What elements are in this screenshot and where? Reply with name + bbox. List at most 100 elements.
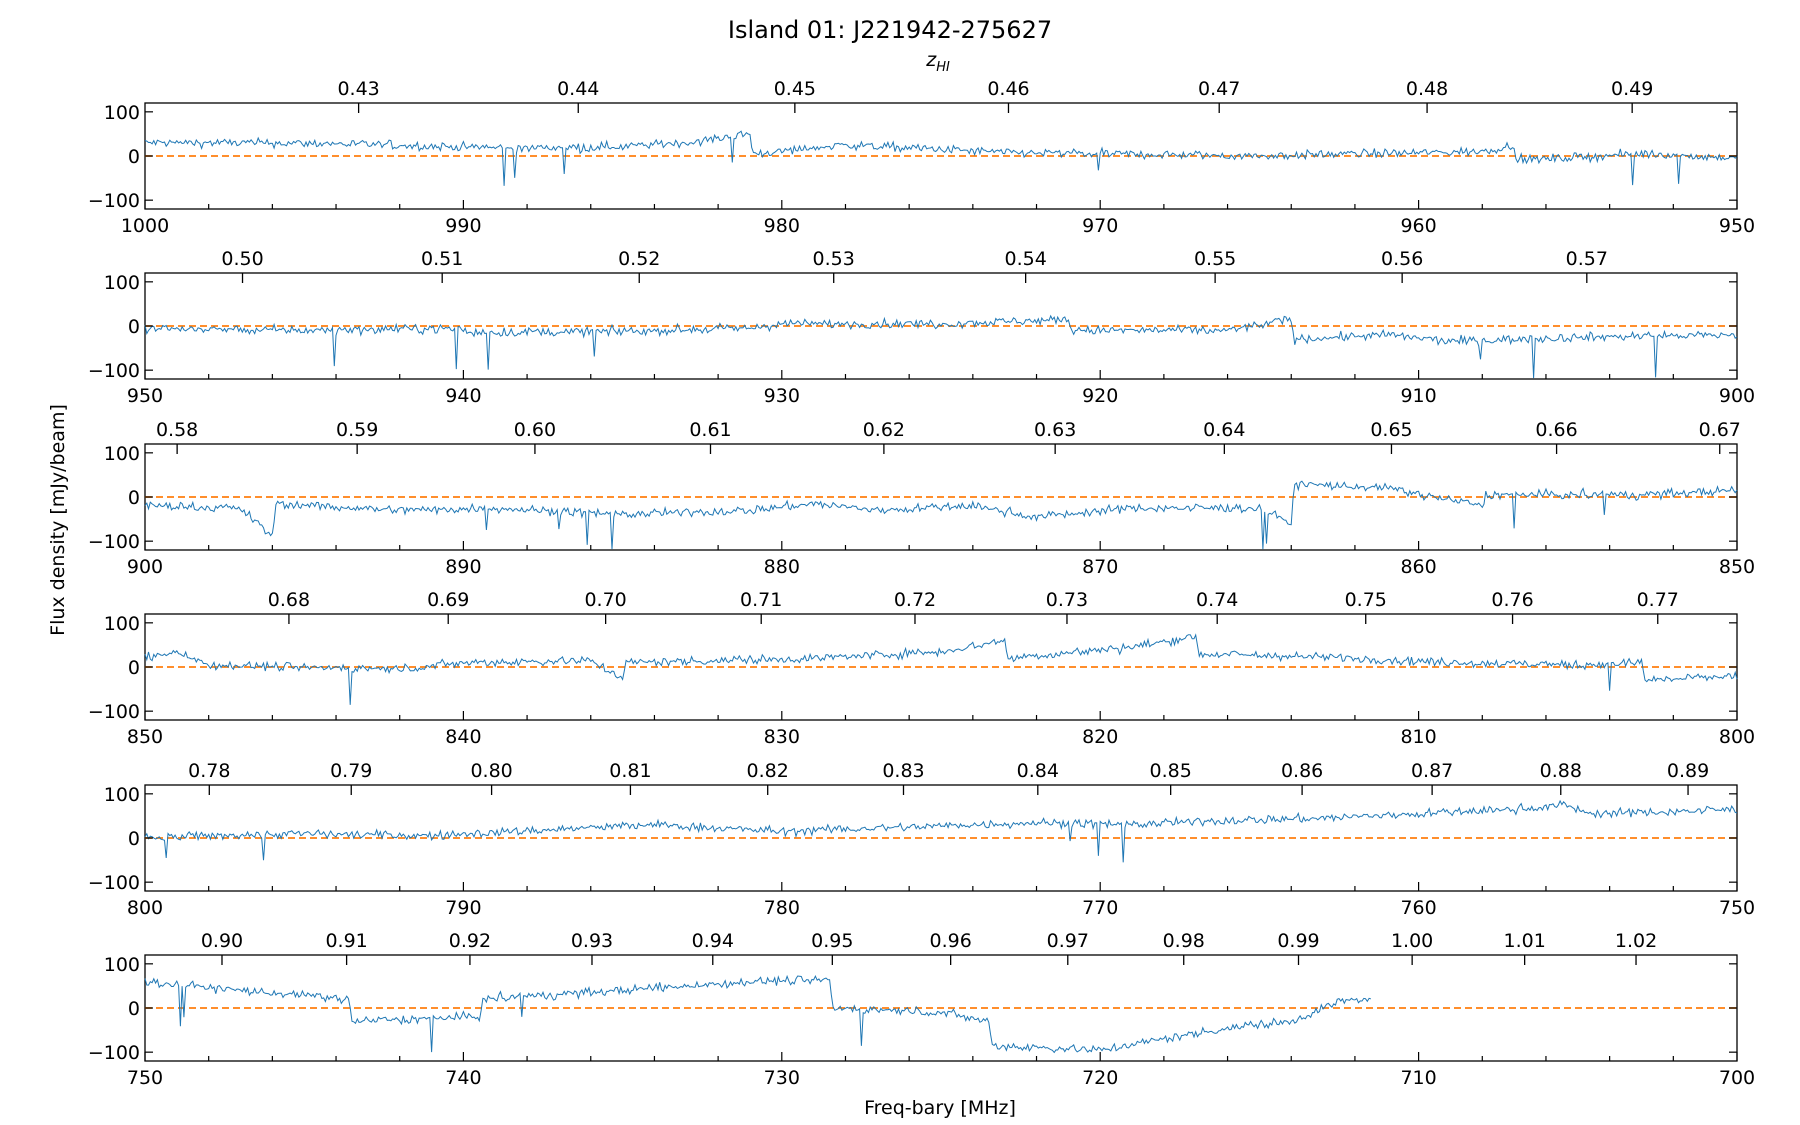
x-tick-label: 860 xyxy=(1400,556,1436,578)
x-tick-label: 740 xyxy=(445,1067,481,1089)
spectrum-line xyxy=(144,480,1738,550)
z-tick-label: 0.63 xyxy=(1034,419,1076,441)
z-tick-label: 1.00 xyxy=(1391,930,1433,952)
z-tick-label: 0.77 xyxy=(1637,589,1679,611)
z-tick-label: 0.89 xyxy=(1667,760,1709,782)
x-tick-label: 950 xyxy=(127,385,163,407)
y-tick-label: 0 xyxy=(128,316,140,338)
x-tick-label: 950 xyxy=(1719,215,1755,237)
y-tick-label: −100 xyxy=(88,360,140,382)
x-tick-label: 980 xyxy=(764,215,800,237)
z-tick-label: 0.93 xyxy=(571,930,613,952)
x-tick-label: 900 xyxy=(127,556,163,578)
z-tick-label: 0.83 xyxy=(882,760,924,782)
z-tick-label: 0.48 xyxy=(1406,78,1448,100)
z-tick-label: 0.54 xyxy=(1004,248,1046,270)
y-tick-label: 0 xyxy=(128,146,140,168)
x-tick-label: 720 xyxy=(1082,1067,1118,1089)
x-tick-label: 750 xyxy=(127,1067,163,1089)
z-tick-label: 0.47 xyxy=(1198,78,1240,100)
top-axis-label: zHI xyxy=(925,49,950,75)
z-tick-label: 0.62 xyxy=(863,419,905,441)
z-tick-label: 0.91 xyxy=(325,930,367,952)
z-tick-label: 0.55 xyxy=(1194,248,1236,270)
z-tick-label: 0.88 xyxy=(1540,760,1582,782)
z-tick-label: 0.43 xyxy=(337,78,379,100)
z-tick-label: 0.57 xyxy=(1566,248,1608,270)
z-tick-label: 0.80 xyxy=(470,760,512,782)
z-tick-label: 0.84 xyxy=(1017,760,1059,782)
x-tick-label: 890 xyxy=(445,556,481,578)
z-tick-label: 0.44 xyxy=(557,78,599,100)
x-tick-label: 750 xyxy=(1719,897,1755,919)
spectrum-line xyxy=(144,974,1371,1054)
z-tick-label: 0.86 xyxy=(1281,760,1323,782)
y-tick-label: 100 xyxy=(104,954,140,976)
x-tick-label: 800 xyxy=(127,897,163,919)
spectrum-panel-5: 100 0 −100 800 790 780 770 760 750 0.78 0.79 0.80 0.… xyxy=(88,760,1755,919)
x-tick-label: 1000 xyxy=(121,215,169,237)
y-tick-label: −100 xyxy=(88,531,140,553)
chart-title: Island 01: J221942-275627 xyxy=(728,16,1052,44)
z-tick-label: 0.75 xyxy=(1345,589,1387,611)
z-tick-label: 0.94 xyxy=(692,930,734,952)
z-tick-label: 0.87 xyxy=(1411,760,1453,782)
spectrum-line xyxy=(144,314,1738,379)
x-tick-label: 850 xyxy=(127,726,163,748)
z-tick-label: 0.64 xyxy=(1203,419,1245,441)
z-tick-label: 0.69 xyxy=(427,589,469,611)
z-tick-label: 0.56 xyxy=(1381,248,1423,270)
z-tick-label: 1.02 xyxy=(1615,930,1657,952)
z-tick-label: 0.58 xyxy=(156,419,198,441)
x-tick-label: 900 xyxy=(1719,385,1755,407)
x-tick-label: 910 xyxy=(1400,385,1436,407)
z-tick-label: 0.78 xyxy=(188,760,230,782)
z-tick-label: 0.68 xyxy=(268,589,310,611)
z-tick-label: 0.96 xyxy=(929,930,971,952)
x-axis-label: Freq-bary [MHz] xyxy=(864,1097,1016,1119)
y-tick-label: −100 xyxy=(88,190,140,212)
z-tick-label: 0.65 xyxy=(1370,419,1412,441)
y-tick-label: −100 xyxy=(88,872,140,894)
y-axis-label: Flux density [mJy/beam] xyxy=(47,404,69,636)
y-tick-label: 0 xyxy=(128,998,140,1020)
z-tick-label: 0.90 xyxy=(201,930,243,952)
x-tick-label: 820 xyxy=(1082,726,1118,748)
spectrum-panel-3: 100 0 −100 900 890 880 870 860 850 0.58 0.59 0.60 0.… xyxy=(88,419,1755,578)
y-tick-label: 0 xyxy=(128,828,140,850)
x-tick-label: 920 xyxy=(1082,385,1118,407)
spectrum-panel-4: 100 0 −100 850 840 830 820 810 800 0.68 0.69 0.70 0.… xyxy=(88,589,1755,748)
x-tick-label: 760 xyxy=(1400,897,1436,919)
x-tick-label: 830 xyxy=(764,726,800,748)
y-tick-label: −100 xyxy=(88,1042,140,1064)
x-tick-label: 960 xyxy=(1400,215,1436,237)
spectrum-line xyxy=(144,130,1738,186)
spectrum-panel-6: 100 0 −100 750 740 730 720 710 700 0.90 0.91 0.92 0.… xyxy=(88,930,1755,1089)
x-tick-label: 940 xyxy=(445,385,481,407)
z-tick-label: 0.46 xyxy=(987,78,1029,100)
x-tick-label: 880 xyxy=(764,556,800,578)
z-tick-label: 0.71 xyxy=(740,589,782,611)
z-tick-label: 0.51 xyxy=(421,248,463,270)
x-tick-label: 870 xyxy=(1082,556,1118,578)
y-tick-label: 100 xyxy=(104,784,140,806)
y-tick-label: 100 xyxy=(104,102,140,124)
z-tick-label: 0.85 xyxy=(1150,760,1192,782)
x-tick-label: 790 xyxy=(445,897,481,919)
z-tick-label: 0.49 xyxy=(1611,78,1653,100)
z-tick-label: 0.72 xyxy=(894,589,936,611)
x-tick-label: 780 xyxy=(764,897,800,919)
y-tick-label: 100 xyxy=(104,443,140,465)
z-tick-label: 0.59 xyxy=(336,419,378,441)
x-tick-label: 810 xyxy=(1400,726,1436,748)
x-tick-label: 970 xyxy=(1082,215,1118,237)
spectrum-line xyxy=(144,633,1738,705)
z-tick-label: 0.76 xyxy=(1491,589,1533,611)
z-tick-label: 0.99 xyxy=(1277,930,1319,952)
x-tick-label: 800 xyxy=(1719,726,1755,748)
y-tick-label: 0 xyxy=(128,657,140,679)
x-tick-label: 710 xyxy=(1400,1067,1436,1089)
